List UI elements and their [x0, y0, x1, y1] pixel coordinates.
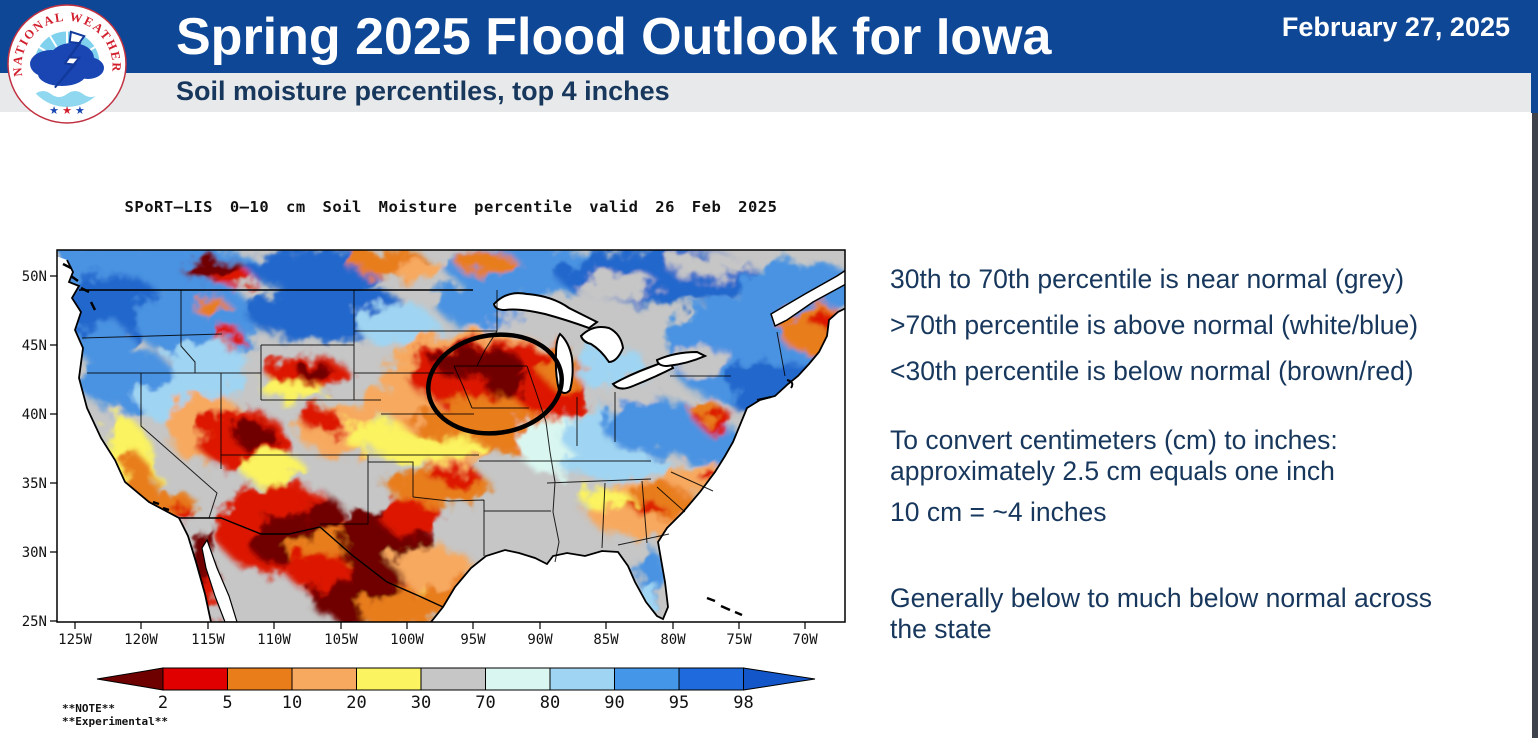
state-boundaries [81, 290, 786, 563]
svg-text:50N: 50N [22, 269, 47, 285]
nws-logo-icon: NATIONAL WEATHER SERVICE ★ ★ ★ [4, 2, 127, 124]
right-edge-blue-strip [1531, 0, 1538, 113]
subtitle-strip [0, 73, 1531, 112]
svg-text:120W: 120W [124, 632, 158, 648]
summary-text: Generally below to much below normal acr… [890, 583, 1520, 645]
pacific-ocean [57, 256, 211, 622]
st-lawrence-gulf [770, 269, 845, 328]
svg-text:2: 2 [158, 693, 168, 712]
svg-text:98: 98 [733, 693, 753, 712]
svg-text:10: 10 [282, 693, 302, 712]
legend-line-above-normal: >70th percentile is above normal (white/… [890, 310, 1419, 340]
svg-text:105W: 105W [324, 632, 358, 648]
page-title: Spring 2025 Flood Outlook for Iowa [176, 8, 1052, 66]
svg-text:5: 5 [222, 693, 232, 712]
svg-text:80: 80 [540, 693, 560, 712]
conversion-line-2: approximately 2.5 cm equals one inch [890, 455, 1335, 486]
legend-line-near-normal: 30th to 70th percentile is near normal (… [890, 264, 1405, 294]
map-note: **NOTE** **Experimental** [62, 702, 168, 728]
svg-text:75W: 75W [726, 632, 752, 648]
svg-text:85W: 85W [593, 632, 619, 648]
map-plot-area [57, 250, 845, 622]
slide-date: February 27, 2025 [1281, 12, 1510, 42]
colorbar-right-arrow [743, 667, 816, 691]
svg-text:110W: 110W [257, 632, 291, 648]
summary-line-1: Generally below to much below normal acr… [890, 583, 1433, 613]
svg-text:45N: 45N [22, 338, 47, 354]
iowa-highlight-ellipse [426, 332, 564, 436]
nws-logo-art [24, 21, 110, 107]
svg-text:115W: 115W [191, 632, 225, 648]
longitude-axis: 125W 120W 115W 110W 105W 100W 95W 90W 85… [58, 622, 818, 648]
svg-text:95: 95 [669, 693, 689, 712]
soil-moisture-raster [57, 250, 845, 622]
svg-text:100W: 100W [390, 632, 424, 648]
pacific-coastline [66, 259, 212, 622]
atlantic-gulf-ocean [431, 308, 845, 622]
right-edge-dark-strip [1532, 113, 1538, 738]
svg-text:80W: 80W [660, 632, 686, 648]
map-frame [56, 249, 846, 623]
atlantic-coastline [430, 307, 845, 622]
svg-text:35N: 35N [22, 476, 47, 492]
svg-text:30N: 30N [22, 545, 47, 561]
svg-text:30: 30 [411, 693, 431, 712]
header-bar [0, 0, 1538, 73]
islands [62, 262, 794, 617]
slide-subtitle: Soil moisture percentiles, top 4 inches [176, 76, 670, 106]
percentile-legend-text: 30th to 70th percentile is near normal (… [890, 256, 1520, 394]
note-line-2: **Experimental** [62, 715, 168, 728]
svg-text:90W: 90W [527, 632, 553, 648]
summary-line-2: the state [890, 614, 992, 644]
gulf-of-california [201, 538, 238, 622]
map-title: SPoRT–LIS 0–10 cm Soil Moisture percenti… [124, 198, 778, 216]
svg-text:40N: 40N [22, 407, 47, 423]
svg-text:70: 70 [475, 693, 495, 712]
colorbar: 2 5 10 20 30 70 80 90 95 98 [96, 667, 816, 712]
svg-text:25N: 25N [22, 614, 47, 630]
conversion-line-3: 10 cm = ~4 inches [890, 497, 1107, 527]
svg-text:90: 90 [604, 693, 624, 712]
svg-text:95W: 95W [460, 632, 486, 648]
soil-moisture-map: 50N 45N 40N 35N 30N 25N 125W 120W 115W 1… [22, 249, 846, 648]
mexico-border [179, 517, 444, 608]
svg-text:20: 20 [346, 693, 366, 712]
colorbar-labels: 2 5 10 20 30 70 80 90 95 98 [158, 693, 754, 712]
latitude-axis: 50N 45N 40N 35N 30N 25N [22, 269, 57, 630]
colorbar-left-arrow [96, 667, 164, 691]
svg-text:125W: 125W [58, 632, 92, 648]
conversion-text: To convert centimeters (cm) to inches: a… [890, 425, 1520, 486]
svg-text:70W: 70W [792, 632, 818, 648]
nws-logo-stars: ★ ★ ★ [49, 105, 85, 117]
conversion-line-1: To convert centimeters (cm) to inches: [890, 425, 1338, 455]
note-line-1: **NOTE** [62, 702, 115, 715]
colorbar-segments [96, 667, 816, 691]
great-lakes [492, 292, 708, 394]
legend-line-below-normal: <30th percentile is below normal (brown/… [890, 356, 1414, 386]
